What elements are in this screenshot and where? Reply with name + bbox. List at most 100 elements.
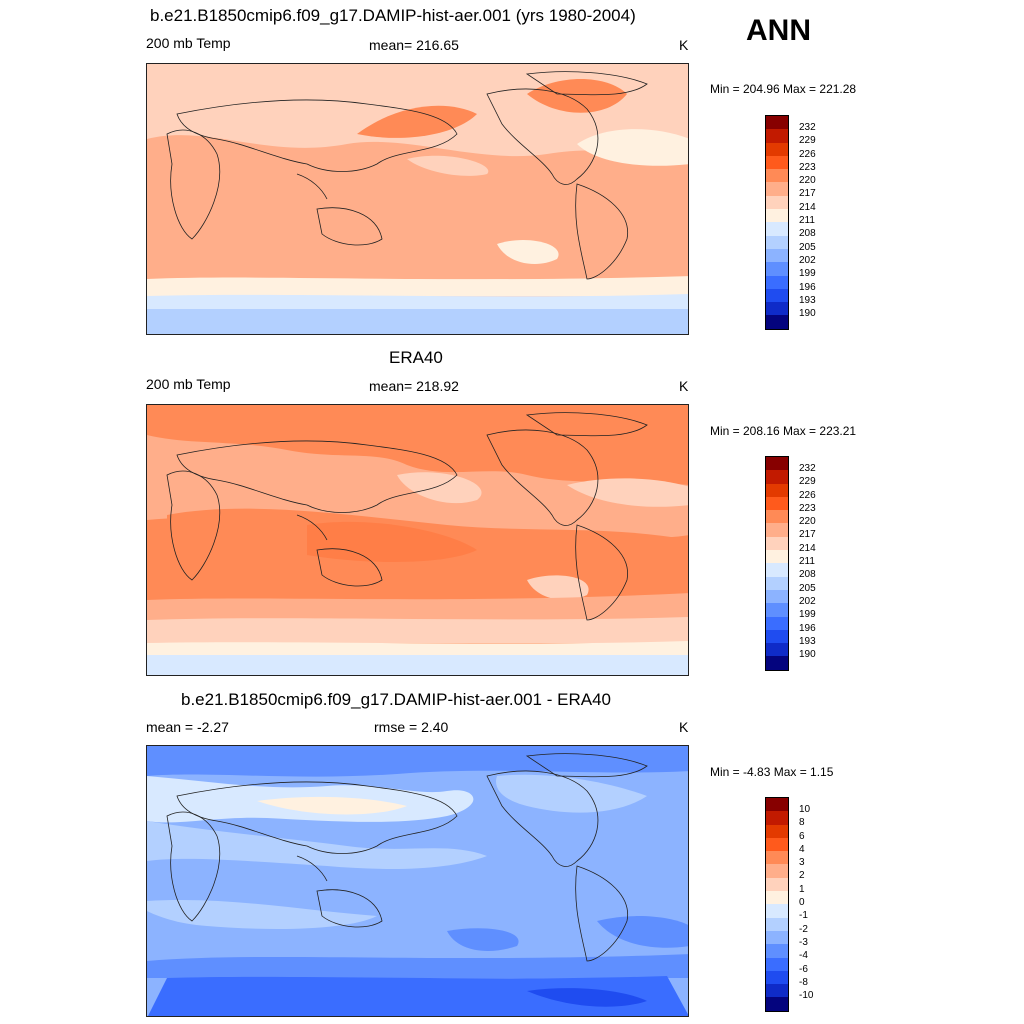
colorbar-tick-label: 4 xyxy=(799,844,813,857)
colorbar-tick-label: 8 xyxy=(799,817,813,830)
panel-2-colorbar xyxy=(765,456,789,671)
panel-3-colorbar-swatch xyxy=(766,958,788,971)
panel-1-colorbar-swatch xyxy=(766,129,788,142)
panel-3-colorbar-swatch xyxy=(766,918,788,931)
colorbar-tick-label: -3 xyxy=(799,937,813,950)
colorbar-tick-label: 3 xyxy=(799,857,813,870)
panel-1-colorbar-swatch xyxy=(766,169,788,182)
panel-3-colorbar-swatch xyxy=(766,825,788,838)
colorbar-tick-label: 214 xyxy=(799,202,816,215)
panel-3-colorbar-swatch xyxy=(766,997,788,1010)
colorbar-tick-label: 0 xyxy=(799,897,813,910)
colorbar-tick-label: 199 xyxy=(799,268,816,281)
panel-3-colorbar-swatch xyxy=(766,904,788,917)
panel-2-colorbar-swatch xyxy=(766,590,788,603)
panel-3-colorbar-swatch xyxy=(766,851,788,864)
colorbar-tick-label: 190 xyxy=(799,649,816,662)
panel-1-colorbar-swatch xyxy=(766,156,788,169)
panel-2-units-label: K xyxy=(679,378,688,394)
colorbar-tick-label: -8 xyxy=(799,977,813,990)
colorbar-tick-label: 196 xyxy=(799,282,816,295)
colorbar-tick-label: 202 xyxy=(799,255,816,268)
panel-2-colorbar-swatch xyxy=(766,484,788,497)
panel-2-colorbar-swatch xyxy=(766,510,788,523)
panel-1-colorbar-swatch xyxy=(766,116,788,129)
colorbar-tick-label: 217 xyxy=(799,188,816,201)
panel-1-colorbar-swatch xyxy=(766,209,788,222)
panel-3-colorbar-swatch xyxy=(766,984,788,997)
panel-2-minmax: Min = 208.16 Max = 223.21 xyxy=(710,424,856,438)
panel-1-colorbar-labels: 232 229 226 223 220 217 214 211 208 205 … xyxy=(799,122,816,321)
colorbar-tick-label: 208 xyxy=(799,569,816,582)
panel-1-colorbar-swatch xyxy=(766,315,788,328)
colorbar-tick-label: -10 xyxy=(799,990,813,1003)
panel-2-contour-field xyxy=(147,405,689,676)
panel-3-colorbar-swatch xyxy=(766,838,788,851)
colorbar-tick-label: 193 xyxy=(799,295,816,308)
colorbar-tick-label: 223 xyxy=(799,503,816,516)
colorbar-tick-label: 6 xyxy=(799,831,813,844)
panel-1-colorbar-swatch xyxy=(766,143,788,156)
colorbar-tick-label: 1 xyxy=(799,884,813,897)
panel-1-units-label: K xyxy=(679,37,688,53)
panel-1-mean-label: mean= 216.65 xyxy=(369,37,459,53)
panel-3-colorbar-swatch xyxy=(766,931,788,944)
panel-1-colorbar-swatch xyxy=(766,289,788,302)
panel-2-colorbar-swatch xyxy=(766,523,788,536)
panel-2-colorbar-swatch xyxy=(766,617,788,630)
panel-3-rmse-label: rmse = 2.40 xyxy=(374,719,448,735)
panel-1-minmax: Min = 204.96 Max = 221.28 xyxy=(710,82,856,96)
panel-1-colorbar xyxy=(765,115,789,330)
colorbar-tick-label: 193 xyxy=(799,636,816,649)
panel-3-colorbar-swatch xyxy=(766,864,788,877)
panel-2-colorbar-swatch xyxy=(766,603,788,616)
season-label: ANN xyxy=(746,14,811,48)
colorbar-tick-label: 226 xyxy=(799,149,816,162)
panel-2-colorbar-swatch xyxy=(766,537,788,550)
colorbar-tick-label: 205 xyxy=(799,242,816,255)
colorbar-tick-label: 208 xyxy=(799,228,816,241)
colorbar-tick-label: -4 xyxy=(799,950,813,963)
panel-2-colorbar-swatch xyxy=(766,550,788,563)
panel-2-colorbar-swatch xyxy=(766,577,788,590)
panel-3-colorbar-labels: 10 8 6 4 3 2 1 0 -1 -2 -3 -4 -6 -8 -10 xyxy=(799,804,813,1003)
colorbar-tick-label: 211 xyxy=(799,556,816,569)
colorbar-tick-label: 196 xyxy=(799,623,816,636)
panel-1-variable-label: 200 mb Temp xyxy=(146,35,231,51)
panel-3-title: b.e21.B1850cmip6.f09_g17.DAMIP-hist-aer.… xyxy=(181,690,611,710)
colorbar-tick-label: -1 xyxy=(799,910,813,923)
panel-2-colorbar-labels: 232 229 226 223 220 217 214 211 208 205 … xyxy=(799,463,816,662)
panel-2-colorbar-swatch xyxy=(766,656,788,669)
colorbar-tick-label: 220 xyxy=(799,516,816,529)
panel-1-colorbar-swatch xyxy=(766,236,788,249)
panel-1-colorbar-swatch xyxy=(766,196,788,209)
panel-1-colorbar-swatch xyxy=(766,262,788,275)
colorbar-tick-label: 232 xyxy=(799,122,816,135)
colorbar-tick-label: 205 xyxy=(799,583,816,596)
panel-3-colorbar-swatch xyxy=(766,811,788,824)
panel-2-colorbar-swatch xyxy=(766,457,788,470)
colorbar-tick-label: 2 xyxy=(799,870,813,883)
panel-2-colorbar-swatch xyxy=(766,630,788,643)
colorbar-tick-label: 190 xyxy=(799,308,816,321)
panel-3-colorbar-swatch xyxy=(766,971,788,984)
panel-2-map xyxy=(146,404,689,676)
panel-2-colorbar-swatch xyxy=(766,497,788,510)
colorbar-tick-label: 211 xyxy=(799,215,816,228)
panel-3-minmax: Min = -4.83 Max = 1.15 xyxy=(710,765,833,779)
panel-1-contour-field xyxy=(147,64,689,335)
panel-1-colorbar-swatch xyxy=(766,249,788,262)
colorbar-tick-label: 229 xyxy=(799,135,816,148)
colorbar-tick-label: 214 xyxy=(799,543,816,556)
panel-3-map xyxy=(146,745,689,1017)
colorbar-tick-label: -6 xyxy=(799,964,813,977)
colorbar-tick-label: 232 xyxy=(799,463,816,476)
colorbar-tick-label: -2 xyxy=(799,924,813,937)
colorbar-tick-label: 223 xyxy=(799,162,816,175)
panel-3-contour-field xyxy=(147,746,689,1017)
panel-3-colorbar-swatch xyxy=(766,878,788,891)
panel-1-colorbar-swatch xyxy=(766,276,788,289)
panel-2-variable-label: 200 mb Temp xyxy=(146,376,231,392)
panel-2-colorbar-swatch xyxy=(766,470,788,483)
colorbar-tick-label: 10 xyxy=(799,804,813,817)
